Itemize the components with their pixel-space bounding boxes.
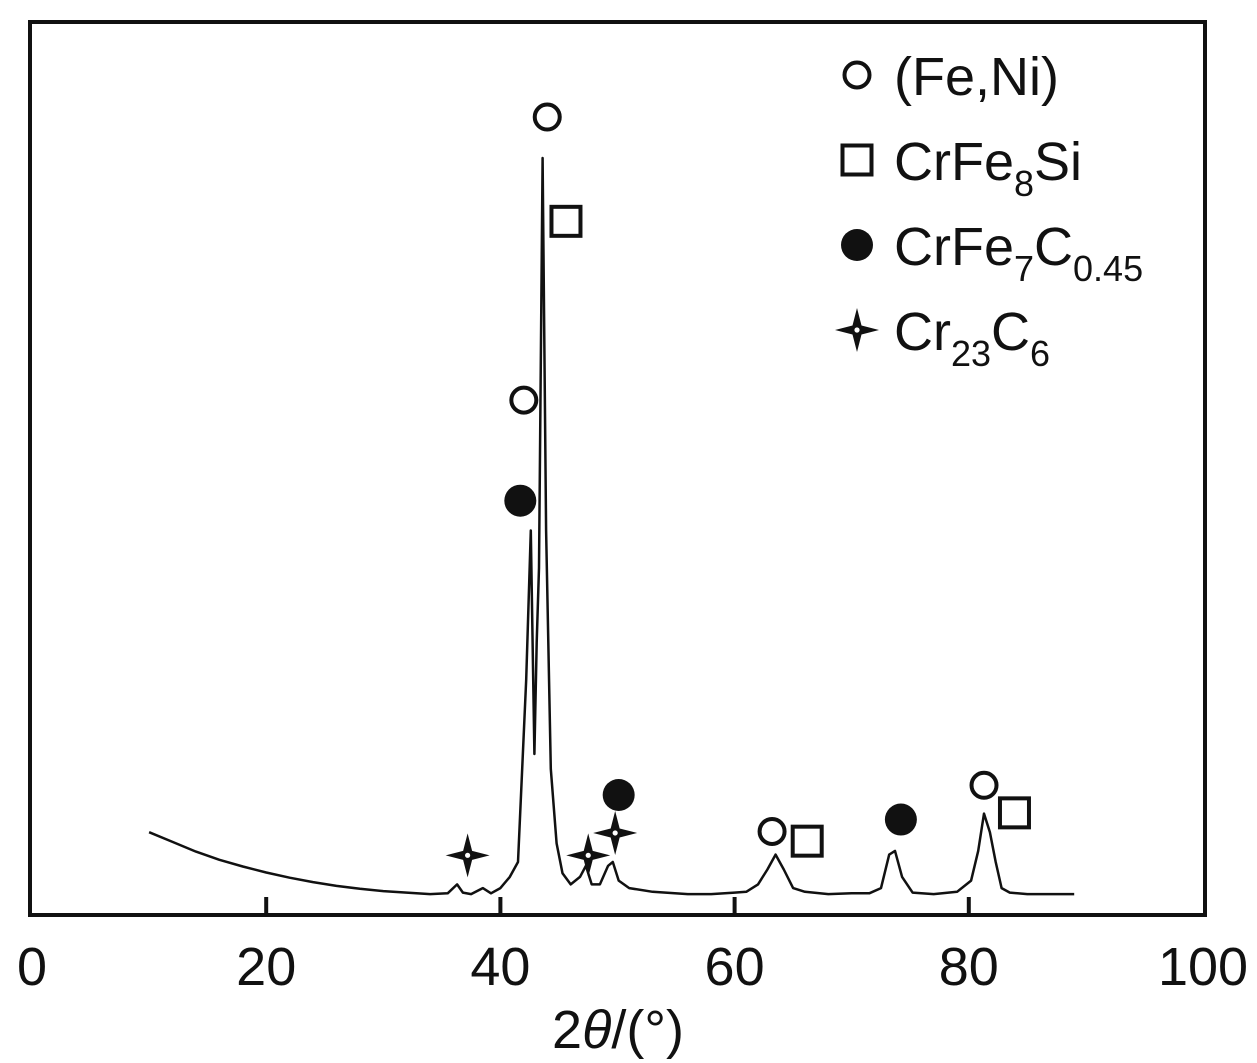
legend-marker-open-circle-shape <box>842 60 872 90</box>
peak-marker-open-circle-2 <box>509 385 539 415</box>
legend-label-2-part-1: 7 <box>1014 248 1034 289</box>
legend-label-3-part-1: 23 <box>951 333 991 374</box>
legend-marker-filled-circle <box>841 229 873 261</box>
legend-item-1: CrFe8Si <box>840 132 1082 204</box>
legend-label-1-part-1: 8 <box>1014 163 1034 204</box>
x-axis-title-suffix: /(°) <box>611 1000 684 1060</box>
x-tick-label-60: 60 <box>705 937 765 997</box>
x-tick-label-0: 0 <box>17 937 47 997</box>
peak-marker-open-circle-8-shape <box>757 816 787 846</box>
legend-label-2-part-3: 0.45 <box>1073 248 1143 289</box>
peak-marker-open-square-9 <box>790 824 824 858</box>
legend-marker-open-circle <box>842 60 872 90</box>
legend-item-0: (Fe,Ni) <box>842 47 1059 107</box>
x-tick-label-20: 20 <box>236 937 296 997</box>
x-axis-title-prefix: 2 <box>552 1000 582 1060</box>
legend-label-3-part-0: Cr <box>894 302 951 362</box>
plot-frame <box>28 20 1207 917</box>
legend-item-2: CrFe7C0.45 <box>841 217 1143 289</box>
peak-marker-star-6-center <box>585 852 591 858</box>
x-axis-title: 2θ/(°) <box>552 1000 684 1060</box>
peak-marker-open-square-12 <box>997 796 1031 830</box>
legend-label-2-part-2: C <box>1034 217 1073 277</box>
legend-marker-filled-circle-shape <box>841 229 873 261</box>
legend-marker-open-square <box>840 143 874 177</box>
peak-marker-open-square-1-shape <box>549 204 583 238</box>
plot-area <box>148 102 1075 896</box>
legend-marker-star <box>835 308 879 352</box>
legend-label-3-part-3: 6 <box>1030 333 1050 374</box>
peak-marker-star-7 <box>445 833 490 878</box>
xrd-pattern-line-0 <box>148 156 1075 896</box>
peak-marker-open-square-9-shape <box>790 824 824 858</box>
peak-marker-open-circle-11 <box>969 770 999 800</box>
peak-marker-open-square-12-shape <box>997 796 1031 830</box>
x-axis: 0 20 40 60 80 100 <box>17 897 1248 997</box>
peak-marker-star-5 <box>593 810 638 855</box>
legend-marker-star-center <box>854 327 860 333</box>
peak-marker-open-circle-2-shape <box>509 385 539 415</box>
peak-marker-star-7-center <box>465 852 471 858</box>
legend-label-0-part-0: (Fe,Ni) <box>894 47 1059 107</box>
legend-label-2: CrFe7C0.45 <box>894 217 1143 289</box>
peak-marker-filled-circle-10 <box>884 803 917 836</box>
peak-marker-open-circle-11-shape <box>969 770 999 800</box>
legend-marker-open-square-shape <box>840 143 874 177</box>
peak-marker-filled-circle-4 <box>602 778 635 811</box>
legend-label-1-part-2: Si <box>1034 132 1082 192</box>
peak-marker-star-6 <box>566 833 611 878</box>
legend-label-2-part-0: CrFe <box>894 217 1014 277</box>
peak-marker-filled-circle-4-shape <box>602 778 635 811</box>
legend-item-3: Cr23C6 <box>835 302 1050 374</box>
x-tick-label-80: 80 <box>939 937 999 997</box>
peak-marker-open-circle-0-shape <box>532 102 562 132</box>
legend-label-3-part-2: C <box>991 302 1030 362</box>
legend-label-1: CrFe8Si <box>894 132 1082 204</box>
x-axis-title-theta: θ <box>582 1000 611 1060</box>
peak-marker-star-5-center <box>612 830 618 836</box>
peak-marker-filled-circle-3 <box>504 484 537 517</box>
x-tick-label-40: 40 <box>470 937 530 997</box>
legend-label-1-part-0: CrFe <box>894 132 1014 192</box>
peak-marker-open-square-1 <box>549 204 583 238</box>
x-tick-label-100: 100 <box>1158 937 1248 997</box>
legend-label-0: (Fe,Ni) <box>894 47 1059 107</box>
peak-marker-open-circle-8 <box>757 816 787 846</box>
peak-marker-filled-circle-10-shape <box>884 803 917 836</box>
legend-label-3: Cr23C6 <box>894 302 1050 374</box>
peak-marker-filled-circle-3-shape <box>504 484 537 517</box>
peak-marker-open-circle-0 <box>532 102 562 132</box>
